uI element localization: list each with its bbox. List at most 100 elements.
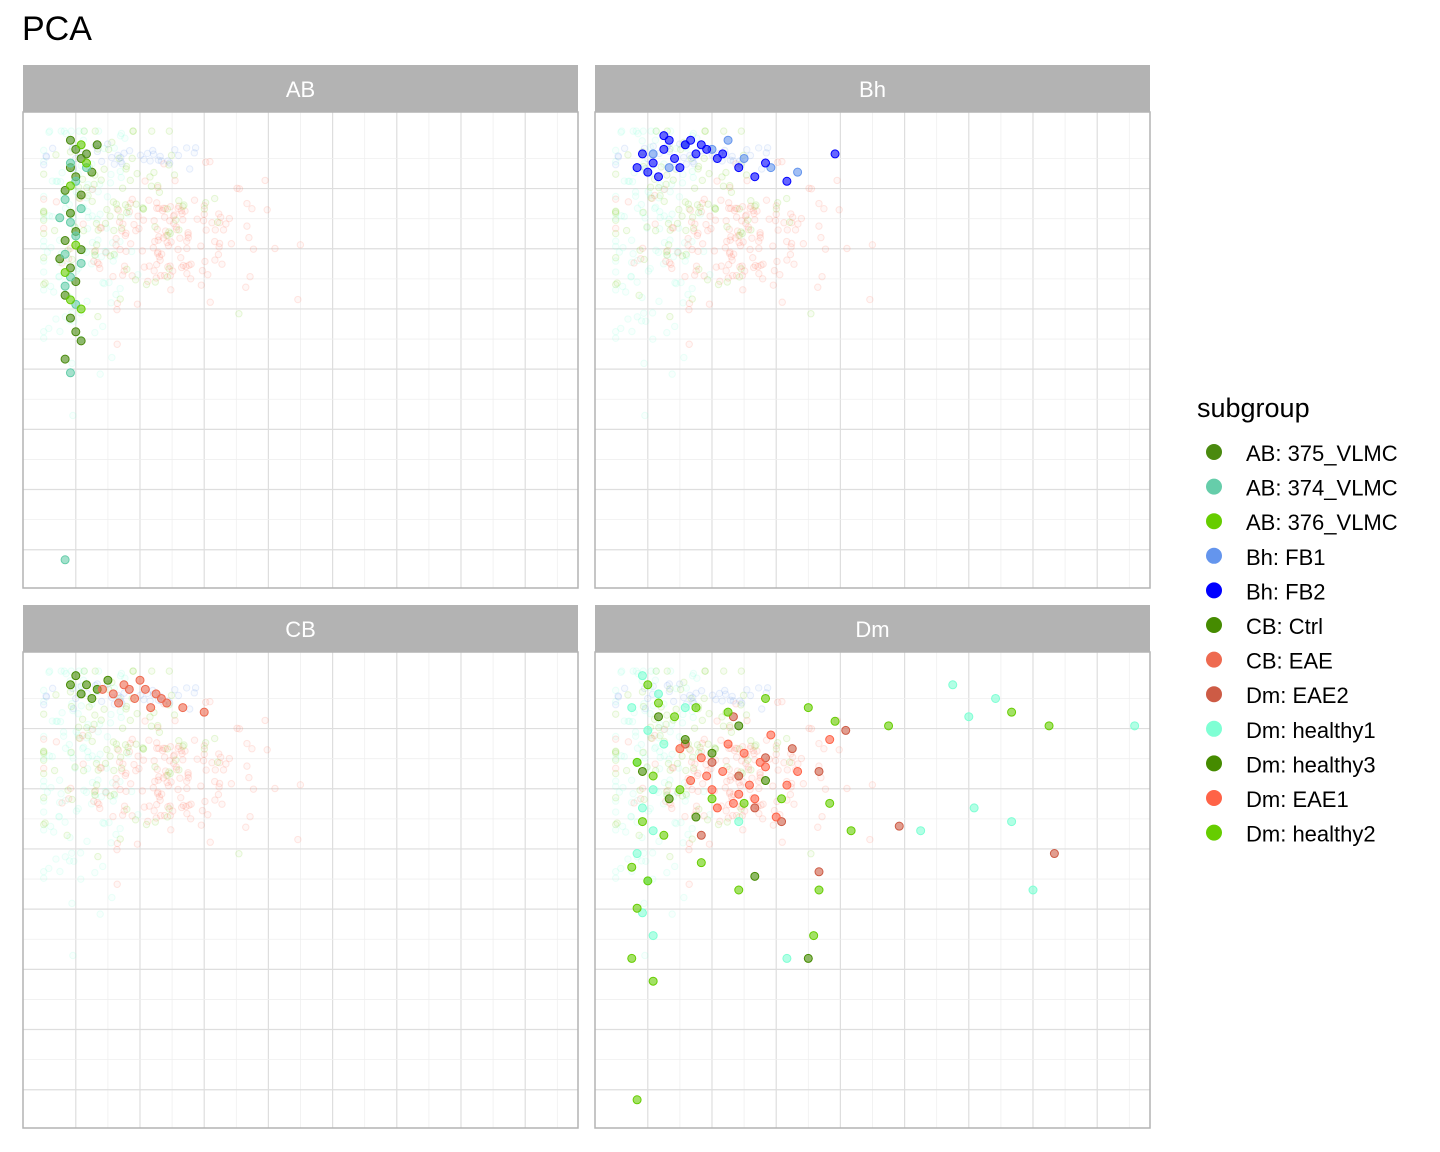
- data-point: [648, 158, 658, 168]
- background-point: [612, 208, 620, 216]
- background-point: [134, 811, 142, 819]
- background-point: [726, 776, 734, 784]
- background-point: [84, 748, 92, 756]
- background-point: [88, 737, 96, 746]
- background-point: [166, 262, 174, 270]
- background-point: [60, 667, 68, 675]
- background-point: [40, 237, 48, 245]
- background-point: [656, 748, 664, 756]
- background-point: [139, 745, 147, 753]
- background-point: [758, 705, 766, 713]
- background-point: [133, 300, 142, 308]
- background-point: [108, 893, 116, 902]
- background-point: [144, 817, 152, 825]
- data-point: [65, 158, 75, 168]
- background-point: [88, 185, 97, 194]
- background-points: [612, 127, 877, 420]
- background-point: [157, 250, 166, 258]
- background-point: [161, 227, 170, 235]
- background-point: [72, 694, 80, 703]
- background-point: [59, 732, 68, 740]
- background-point: [93, 241, 101, 249]
- background-point: [90, 788, 99, 796]
- background-point: [136, 151, 145, 159]
- background-point: [125, 747, 134, 756]
- background-point: [165, 805, 173, 813]
- background-point: [155, 204, 163, 213]
- background-point: [67, 748, 75, 757]
- background-point: [40, 820, 48, 829]
- background-point: [48, 717, 57, 725]
- background-point: [673, 247, 681, 256]
- background-point: [177, 747, 185, 755]
- background-point: [164, 231, 172, 240]
- background-point: [153, 789, 162, 798]
- background-point: [116, 785, 124, 794]
- background-point: [94, 127, 103, 135]
- background-point: [725, 249, 734, 258]
- background-point: [96, 764, 104, 772]
- background-point: [772, 745, 781, 753]
- background-point: [211, 766, 220, 774]
- data-point: [659, 131, 669, 141]
- background-point: [151, 777, 159, 786]
- data-point: [680, 735, 690, 745]
- background-point: [754, 144, 763, 152]
- background-point: [688, 245, 696, 254]
- background-point: [668, 224, 676, 232]
- background-point: [716, 817, 724, 825]
- background-point: [87, 185, 96, 194]
- background-point: [206, 838, 214, 846]
- background-point: [666, 188, 674, 196]
- background-point: [685, 340, 693, 348]
- background-point: [123, 805, 131, 813]
- background-point: [676, 685, 685, 694]
- background-point: [218, 260, 226, 268]
- background-point: [655, 723, 663, 732]
- background-point: [624, 738, 633, 746]
- background-point: [771, 216, 780, 225]
- background-point: [769, 782, 777, 790]
- background-point: [40, 170, 48, 178]
- background-point: [197, 821, 206, 829]
- background-point: [736, 241, 745, 250]
- background-point: [664, 759, 673, 768]
- background-point: [110, 144, 119, 152]
- background-point: [109, 198, 118, 206]
- background-point: [685, 205, 694, 213]
- background-point: [91, 711, 99, 719]
- background-point: [744, 763, 752, 771]
- background-point: [681, 272, 689, 281]
- background-point: [727, 728, 736, 736]
- background-point: [117, 173, 125, 182]
- background-point: [91, 868, 99, 877]
- background-point: [95, 720, 104, 728]
- background-point: [121, 134, 129, 142]
- background-point: [140, 155, 148, 164]
- background-point: [180, 201, 188, 209]
- background-point: [682, 684, 691, 692]
- background-point: [52, 198, 61, 206]
- background-point: [139, 205, 148, 213]
- background-point: [166, 217, 174, 225]
- data-point: [178, 703, 188, 713]
- legend-item: Dm: EAE2: [1206, 683, 1349, 708]
- background-point: [612, 237, 620, 245]
- background-point: [133, 840, 142, 848]
- background-point: [624, 151, 632, 159]
- data-point: [664, 794, 674, 804]
- background-point: [210, 734, 219, 743]
- background-point: [91, 328, 99, 337]
- background-point: [718, 713, 726, 721]
- background-point: [157, 790, 166, 798]
- background-point: [620, 752, 628, 761]
- data-point: [841, 725, 851, 735]
- data-point: [696, 858, 706, 868]
- data-point: [782, 176, 792, 186]
- background-point: [68, 795, 76, 804]
- background-point: [61, 796, 70, 805]
- background-point: [148, 667, 156, 675]
- background-point: [132, 766, 140, 775]
- background-point: [701, 127, 709, 135]
- background-point: [700, 195, 708, 204]
